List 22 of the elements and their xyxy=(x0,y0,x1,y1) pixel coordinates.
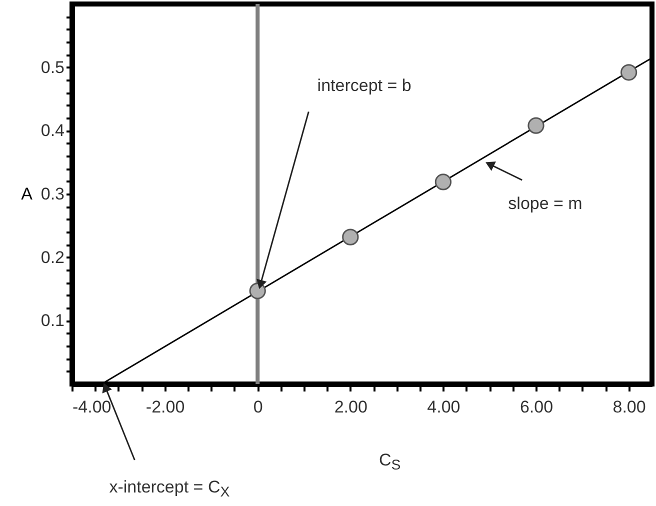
point xyxy=(249,282,266,300)
x-tick-label: 2.00 xyxy=(334,398,368,416)
x-axis-title: C$_{S}$ xyxy=(378,450,401,474)
y-tick-label: 0.5 xyxy=(40,58,64,77)
x-tick-label: -2.00 xyxy=(146,398,185,416)
point xyxy=(342,228,359,246)
x-tick-label: 8.00 xyxy=(612,398,646,416)
point xyxy=(620,64,638,81)
annotation: slope = m xyxy=(508,194,582,214)
x-tick-label: -4.00 xyxy=(72,398,112,416)
y-tick-label: 0.3 xyxy=(40,184,64,204)
y-axis-title: A xyxy=(21,184,34,204)
annotation: x-intercept = C$_{X}$ xyxy=(109,476,230,500)
y-tick-label: 0.4 xyxy=(40,121,64,140)
x-tick-label: 4.00 xyxy=(427,398,460,416)
point xyxy=(434,174,452,190)
x-tick-label: 0 xyxy=(253,398,263,416)
x-tick-label: 6.00 xyxy=(520,398,554,416)
point xyxy=(528,117,544,134)
y-tick-label: 0.2 xyxy=(40,248,64,267)
annotation: intercept = b xyxy=(317,76,412,96)
y-tick-label: 0.1 xyxy=(40,311,64,330)
